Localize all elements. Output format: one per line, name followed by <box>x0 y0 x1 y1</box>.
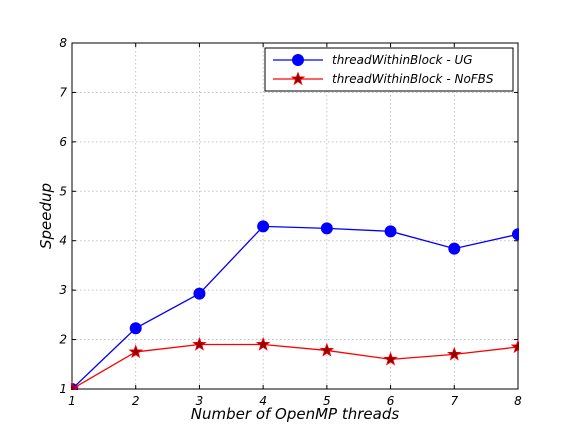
legend-marker-swatch <box>292 54 304 66</box>
series-2-point <box>510 339 519 354</box>
series-group <box>71 220 519 390</box>
y-axis-title: Speedup <box>37 183 55 249</box>
series-2-point <box>71 381 80 390</box>
legend-item: threadWithinBlock - NoFBS <box>273 71 494 86</box>
y-tick-label: 5 <box>59 184 67 198</box>
x-axis-title: Number of OpenMP threads <box>191 405 400 423</box>
legend-label: threadWithinBlock - UG <box>332 53 473 67</box>
series-2 <box>71 336 519 390</box>
series-1-point <box>512 228 519 241</box>
series-2-line <box>71 343 519 390</box>
series-1-point <box>129 322 142 335</box>
series-1-point <box>448 242 461 255</box>
legend: threadWithinBlock - UG threadWithinBlock … <box>264 47 514 92</box>
y-tick-label: 7 <box>59 85 67 99</box>
x-tick-label: 4 <box>259 394 267 408</box>
series-2-point <box>192 336 207 351</box>
series-1-point <box>193 287 206 300</box>
series-1 <box>71 220 519 390</box>
series-1-point <box>384 225 397 238</box>
axis-ticks: 1 2 3 4 5 6 7 8 1 2 3 4 5 6 7 8 <box>59 36 522 408</box>
grid <box>71 42 519 390</box>
plot-area-frame <box>71 42 519 390</box>
y-tick-label: 6 <box>59 135 67 149</box>
series-1-point <box>257 220 270 233</box>
x-tick-label: 6 <box>387 394 395 408</box>
x-tick-label: 8 <box>514 394 522 408</box>
series-2-point <box>446 346 462 361</box>
x-tick-label: 3 <box>196 394 204 408</box>
legend-item: threadWithinBlock - UG <box>273 53 473 67</box>
y-tick-label: 2 <box>59 333 67 347</box>
x-tick-label: 2 <box>132 394 140 408</box>
series-2-point <box>383 351 398 366</box>
series-1-line <box>71 225 519 390</box>
y-tick-label: 1 <box>59 382 67 396</box>
series-2-point <box>128 344 144 359</box>
y-tick-label: 3 <box>59 283 67 297</box>
series-1-point <box>320 222 333 235</box>
legend-box <box>264 47 514 92</box>
series-2-point <box>319 342 335 357</box>
y-tick-label: 4 <box>59 234 67 248</box>
legend-marker-swatch <box>290 71 306 86</box>
x-tick-label: 1 <box>68 394 76 408</box>
legend-label: threadWithinBlock - NoFBS <box>332 72 494 86</box>
series-2-point <box>255 336 271 351</box>
y-tick-label: 8 <box>59 36 67 50</box>
x-tick-label: 5 <box>323 394 331 408</box>
x-tick-label: 7 <box>450 394 458 408</box>
